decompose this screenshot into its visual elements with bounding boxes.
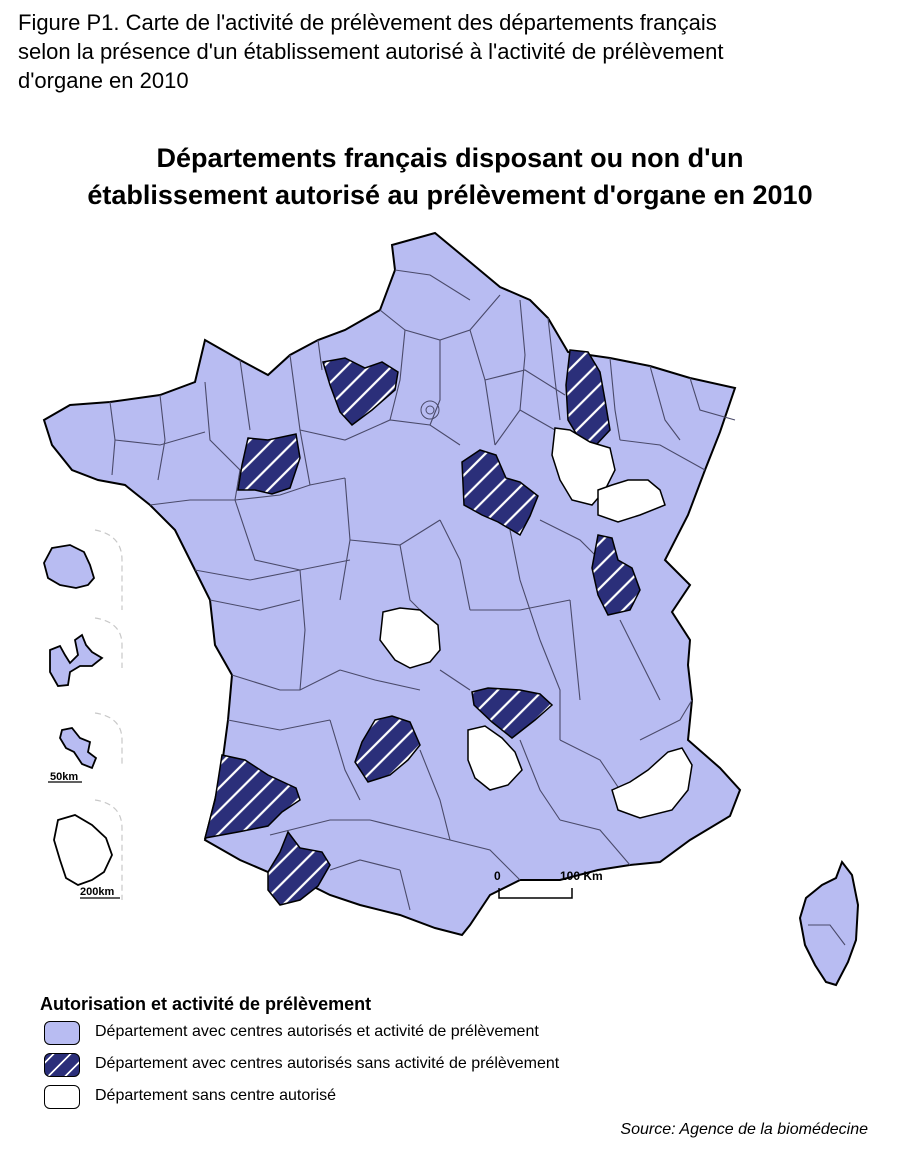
department-borders (109, 269, 736, 911)
department-seine-maritime (322, 357, 399, 427)
department-lozere (467, 725, 523, 791)
map-title-line-1: Départements français disposant ou non d… (156, 143, 744, 173)
department-gironde (203, 754, 301, 839)
legend-title: Autorisation et activité de prélèvement (40, 994, 372, 1014)
scale-bar: 0 100 Km (494, 869, 603, 899)
corsica (798, 859, 860, 987)
department-meuse (565, 349, 611, 446)
department-yonne (461, 449, 539, 537)
legend-label-without-activity: Département avec centres autorisés sans … (95, 1055, 560, 1072)
legend-swatch-no-center (44, 1085, 80, 1109)
legend-swatch-with-activity (44, 1021, 80, 1045)
inset-guyane (53, 814, 113, 886)
inset-guyane-scale-label: 200km (80, 886, 114, 898)
inset-reunion (43, 544, 96, 589)
figure-title: Figure P1. Carte de l'activité de prélèv… (18, 8, 888, 95)
department-allier (379, 607, 441, 669)
inset-guadeloupe (49, 633, 104, 687)
map-title-line-2: établissement autorisé au prélèvement d'… (87, 180, 813, 210)
legend-label-no-center: Département sans centre autorisé (95, 1087, 337, 1104)
figure-title-line-1: Figure P1. Carte de l'activité de prélèv… (18, 10, 717, 35)
legend-swatch-without-activity (44, 1053, 80, 1077)
department-loire (471, 687, 554, 739)
white-departments (379, 427, 693, 819)
inset-frames (94, 529, 123, 900)
overseas-insets: 50km 200km (43, 529, 123, 900)
department-haute-saone (597, 479, 666, 523)
source-credit: Source: Agence de la biomédecine (620, 1121, 868, 1138)
inset-martinique (59, 727, 98, 770)
hatched-departments (203, 349, 641, 906)
inset-guyane-scale: 200km (80, 886, 120, 899)
department-vaucluse-hautes-alpes (611, 747, 693, 819)
scale-start-label: 0 (494, 869, 501, 883)
figure-title-line-3: d'organe en 2010 (18, 68, 189, 93)
mainland-france (42, 231, 742, 937)
scale-end-label: 100 Km (560, 869, 603, 883)
legend-label-with-activity: Département avec centres autorisés et ac… (95, 1023, 539, 1040)
paris-area (420, 400, 440, 420)
inset-martinique-scale: 50km (48, 771, 82, 783)
inset-martinique-scale-label: 50km (50, 771, 78, 783)
department-correze (354, 715, 421, 783)
department-jura (591, 534, 641, 616)
department-gers-pyrenees (267, 830, 331, 906)
figure-title-line-2: selon la présence d'un établissement aut… (18, 39, 724, 64)
map-title: Départements français disposant ou non d… (0, 140, 900, 214)
department-sarthe (237, 433, 301, 495)
